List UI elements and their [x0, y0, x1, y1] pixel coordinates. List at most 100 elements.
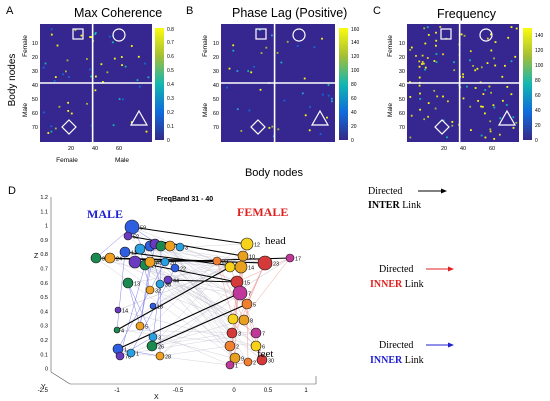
- heatmap-cell: [409, 96, 412, 98]
- male-node-label: 1: [124, 348, 127, 354]
- heatmap-cell: [319, 133, 322, 135]
- panel-letter: A: [6, 5, 14, 17]
- female-node: [237, 250, 249, 262]
- y-axis-tick: -2.5: [38, 388, 49, 394]
- arrow-head-icon: [441, 188, 447, 194]
- side-label-male: Male: [387, 103, 394, 117]
- female-node-label: 15: [244, 281, 250, 287]
- male-node: [155, 279, 165, 289]
- male-node-label: 1: [136, 352, 139, 358]
- colorbar-tick: 80: [351, 82, 357, 88]
- colorbar-tick: 60: [535, 93, 541, 99]
- heatmap: [407, 24, 519, 142]
- z-tick: 0.6: [40, 281, 48, 287]
- y-tick: 40: [399, 83, 405, 89]
- heatmap-cell: [86, 58, 88, 60]
- y-axis-label: Body nodes: [7, 54, 18, 107]
- gray-link: [95, 257, 236, 359]
- heatmap-cell: [453, 69, 456, 72]
- heatmap-cell: [130, 45, 133, 47]
- heatmap-cell: [409, 81, 411, 83]
- panel-letter: B: [186, 5, 193, 17]
- heatmap-cell: [436, 95, 439, 98]
- male-node-label: 32: [155, 289, 161, 295]
- colorbar-tick: 80: [535, 78, 541, 84]
- legend-line2: INNER Link: [370, 355, 424, 366]
- female-inner-link: [246, 303, 249, 363]
- y-tick: 20: [399, 55, 405, 61]
- female-node: [224, 340, 236, 352]
- male-node-label: 28: [165, 355, 171, 361]
- circle-marker: [479, 28, 493, 42]
- legend-female-inner-link: Directed INNER Link: [370, 264, 454, 290]
- heatmap-cell: [427, 115, 429, 118]
- male-node: [160, 257, 170, 267]
- heatmap-cell: [309, 106, 311, 108]
- heatmap-cell: [453, 61, 455, 64]
- male-node-label: 3: [185, 246, 188, 252]
- y-tick-labels: 10 20 30 40 50 60 70: [399, 41, 405, 131]
- female-node: [232, 285, 248, 301]
- heatmap-cell: [466, 85, 468, 88]
- male-node-label: 4: [121, 329, 124, 335]
- male-node-label: 17: [151, 264, 157, 270]
- heatmap-cell: [118, 98, 121, 100]
- heatmap-cell: [493, 106, 496, 109]
- female-node-label: 22: [222, 260, 228, 266]
- y-tick: 60: [32, 111, 38, 117]
- y-tick: 10: [399, 41, 405, 47]
- heatmap-cell: [271, 34, 273, 37]
- male-node: [90, 252, 102, 264]
- gray-link: [167, 260, 218, 281]
- female-node-label: 30: [268, 359, 274, 365]
- male-node-label: 43: [156, 261, 162, 267]
- heatmap-cell: [326, 116, 328, 119]
- heatmap-cell: [89, 36, 91, 38]
- heatmap-cell: [439, 26, 442, 28]
- male-node-label: 11: [131, 251, 137, 257]
- heatmap-cell: [507, 36, 510, 39]
- legend-inter-link: Directed INTER Link: [368, 186, 447, 211]
- heatmap-cell: [484, 112, 486, 115]
- z-tick: 0.1: [40, 352, 48, 358]
- circle-marker: [112, 28, 126, 42]
- heatmap-cell: [321, 93, 324, 96]
- heatmap-cell: [250, 71, 253, 74]
- y-tick: 50: [213, 97, 219, 103]
- heatmap-cell: [486, 62, 489, 64]
- heatmap-cell: [418, 84, 421, 87]
- heatmap-cell: [106, 71, 109, 74]
- male-node-label: 44: [173, 279, 179, 285]
- heatmap-cell: [240, 130, 243, 132]
- male-node-label: 26: [158, 345, 164, 351]
- heatmap-cell: [493, 138, 496, 140]
- heatmap-cell: [50, 33, 53, 36]
- heatmap-cell: [226, 86, 228, 89]
- heatmap-cell: [120, 56, 123, 58]
- arrow-head-icon: [448, 342, 454, 348]
- colorbar-tick: 0.7: [167, 40, 174, 46]
- inter-link: [127, 235, 244, 257]
- male-inner-link: [117, 261, 166, 350]
- heatmap-cell: [112, 124, 115, 127]
- x-tick: 20: [68, 146, 74, 152]
- heatmap-cell: [247, 70, 250, 72]
- female-node-label: 5: [253, 303, 256, 309]
- heatmap-cell: [515, 121, 518, 124]
- circle-marker: [292, 28, 306, 42]
- gray-link: [109, 257, 231, 347]
- heatmap-cell: [268, 127, 271, 129]
- colorbar-tick: 0: [351, 138, 354, 144]
- female-node: [227, 313, 239, 325]
- heatmap-cell: [286, 40, 289, 43]
- male-node: [155, 351, 165, 361]
- heatmap-cell: [47, 132, 50, 134]
- heatmap-cell: [418, 76, 421, 79]
- legend-line1: Directed: [368, 186, 402, 197]
- heatmap-cell: [259, 29, 261, 31]
- heatmap-cell: [424, 66, 427, 69]
- colorbar-tick: 60: [351, 96, 357, 102]
- male-node-label: 70: [125, 355, 131, 361]
- side-label-female: Female: [387, 35, 394, 57]
- heatmap-cell: [488, 85, 491, 88]
